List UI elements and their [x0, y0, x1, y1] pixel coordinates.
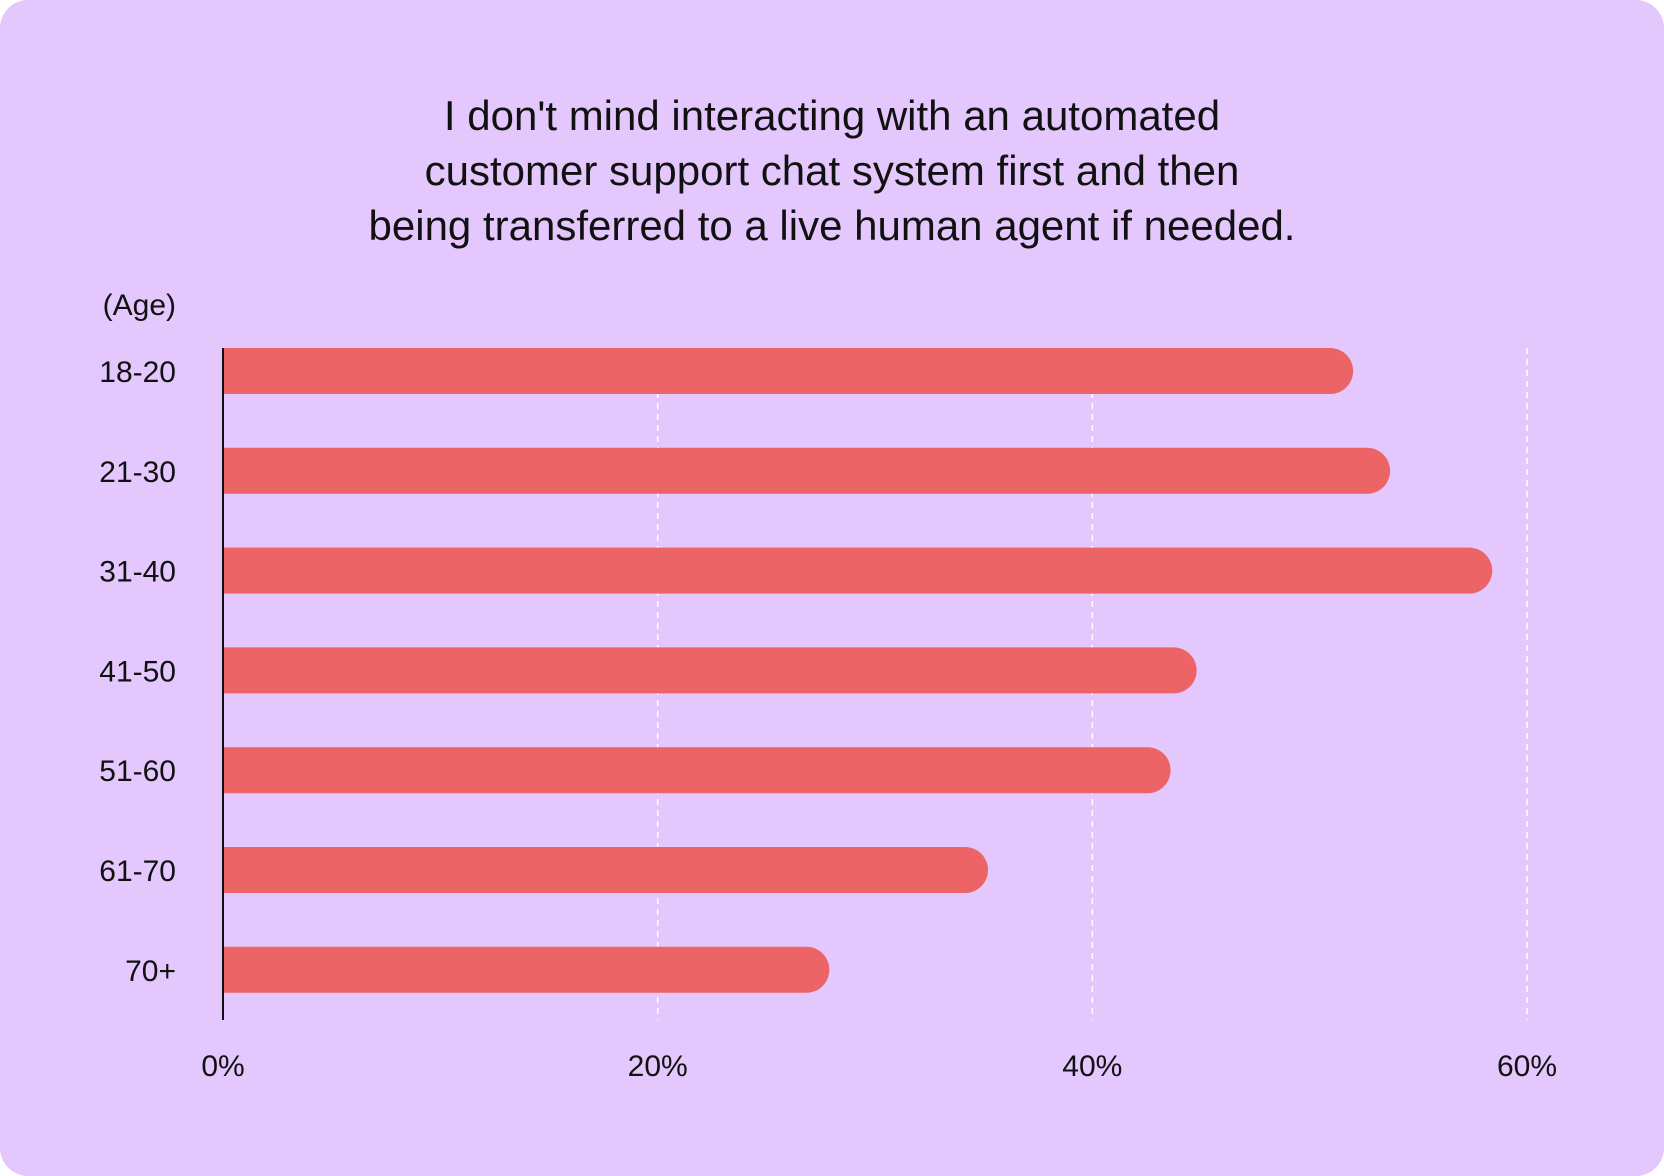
y-tick-label-70+: 70+: [125, 955, 176, 988]
bar-61-70: [223, 847, 989, 893]
y-tick-label-51-60: 51-60: [99, 755, 176, 788]
x-tick-label-1: 20%: [628, 1050, 688, 1083]
y-axis-title: (Age): [103, 289, 176, 322]
bar-18-20: [223, 348, 1354, 394]
y-tick-label-31-40: 31-40: [99, 556, 176, 589]
bar-31-40: [223, 547, 1493, 594]
y-tick-labels: 18-20 21-30 31-40 41-50 51-60 61-70 70+: [99, 356, 176, 988]
chart-title-line-1: I don't mind interacting with an automat…: [443, 92, 1221, 139]
y-tick-label-61-70: 61-70: [99, 855, 176, 888]
x-tick-label-3: 60%: [1497, 1050, 1557, 1083]
bar-41-50: [223, 647, 1197, 694]
bars: [223, 348, 1493, 993]
x-tick-label-2: 40%: [1062, 1050, 1122, 1083]
y-tick-label-18-20: 18-20: [99, 356, 176, 389]
bar-51-60: [223, 747, 1171, 794]
chart-title-line-2: customer support chat system first and t…: [424, 147, 1240, 194]
x-tick-labels: 0% 20% 40% 60%: [201, 1050, 1557, 1083]
chart-title: I don't mind interacting with an automat…: [0, 88, 1664, 253]
bar-21-30: [223, 447, 1391, 494]
x-tick-label-0: 0%: [201, 1050, 244, 1083]
chart-title-line-3: being transferred to a live human agent …: [368, 202, 1296, 249]
bar-70+: [223, 946, 830, 993]
y-tick-label-41-50: 41-50: [99, 655, 176, 688]
y-tick-label-21-30: 21-30: [99, 456, 176, 489]
